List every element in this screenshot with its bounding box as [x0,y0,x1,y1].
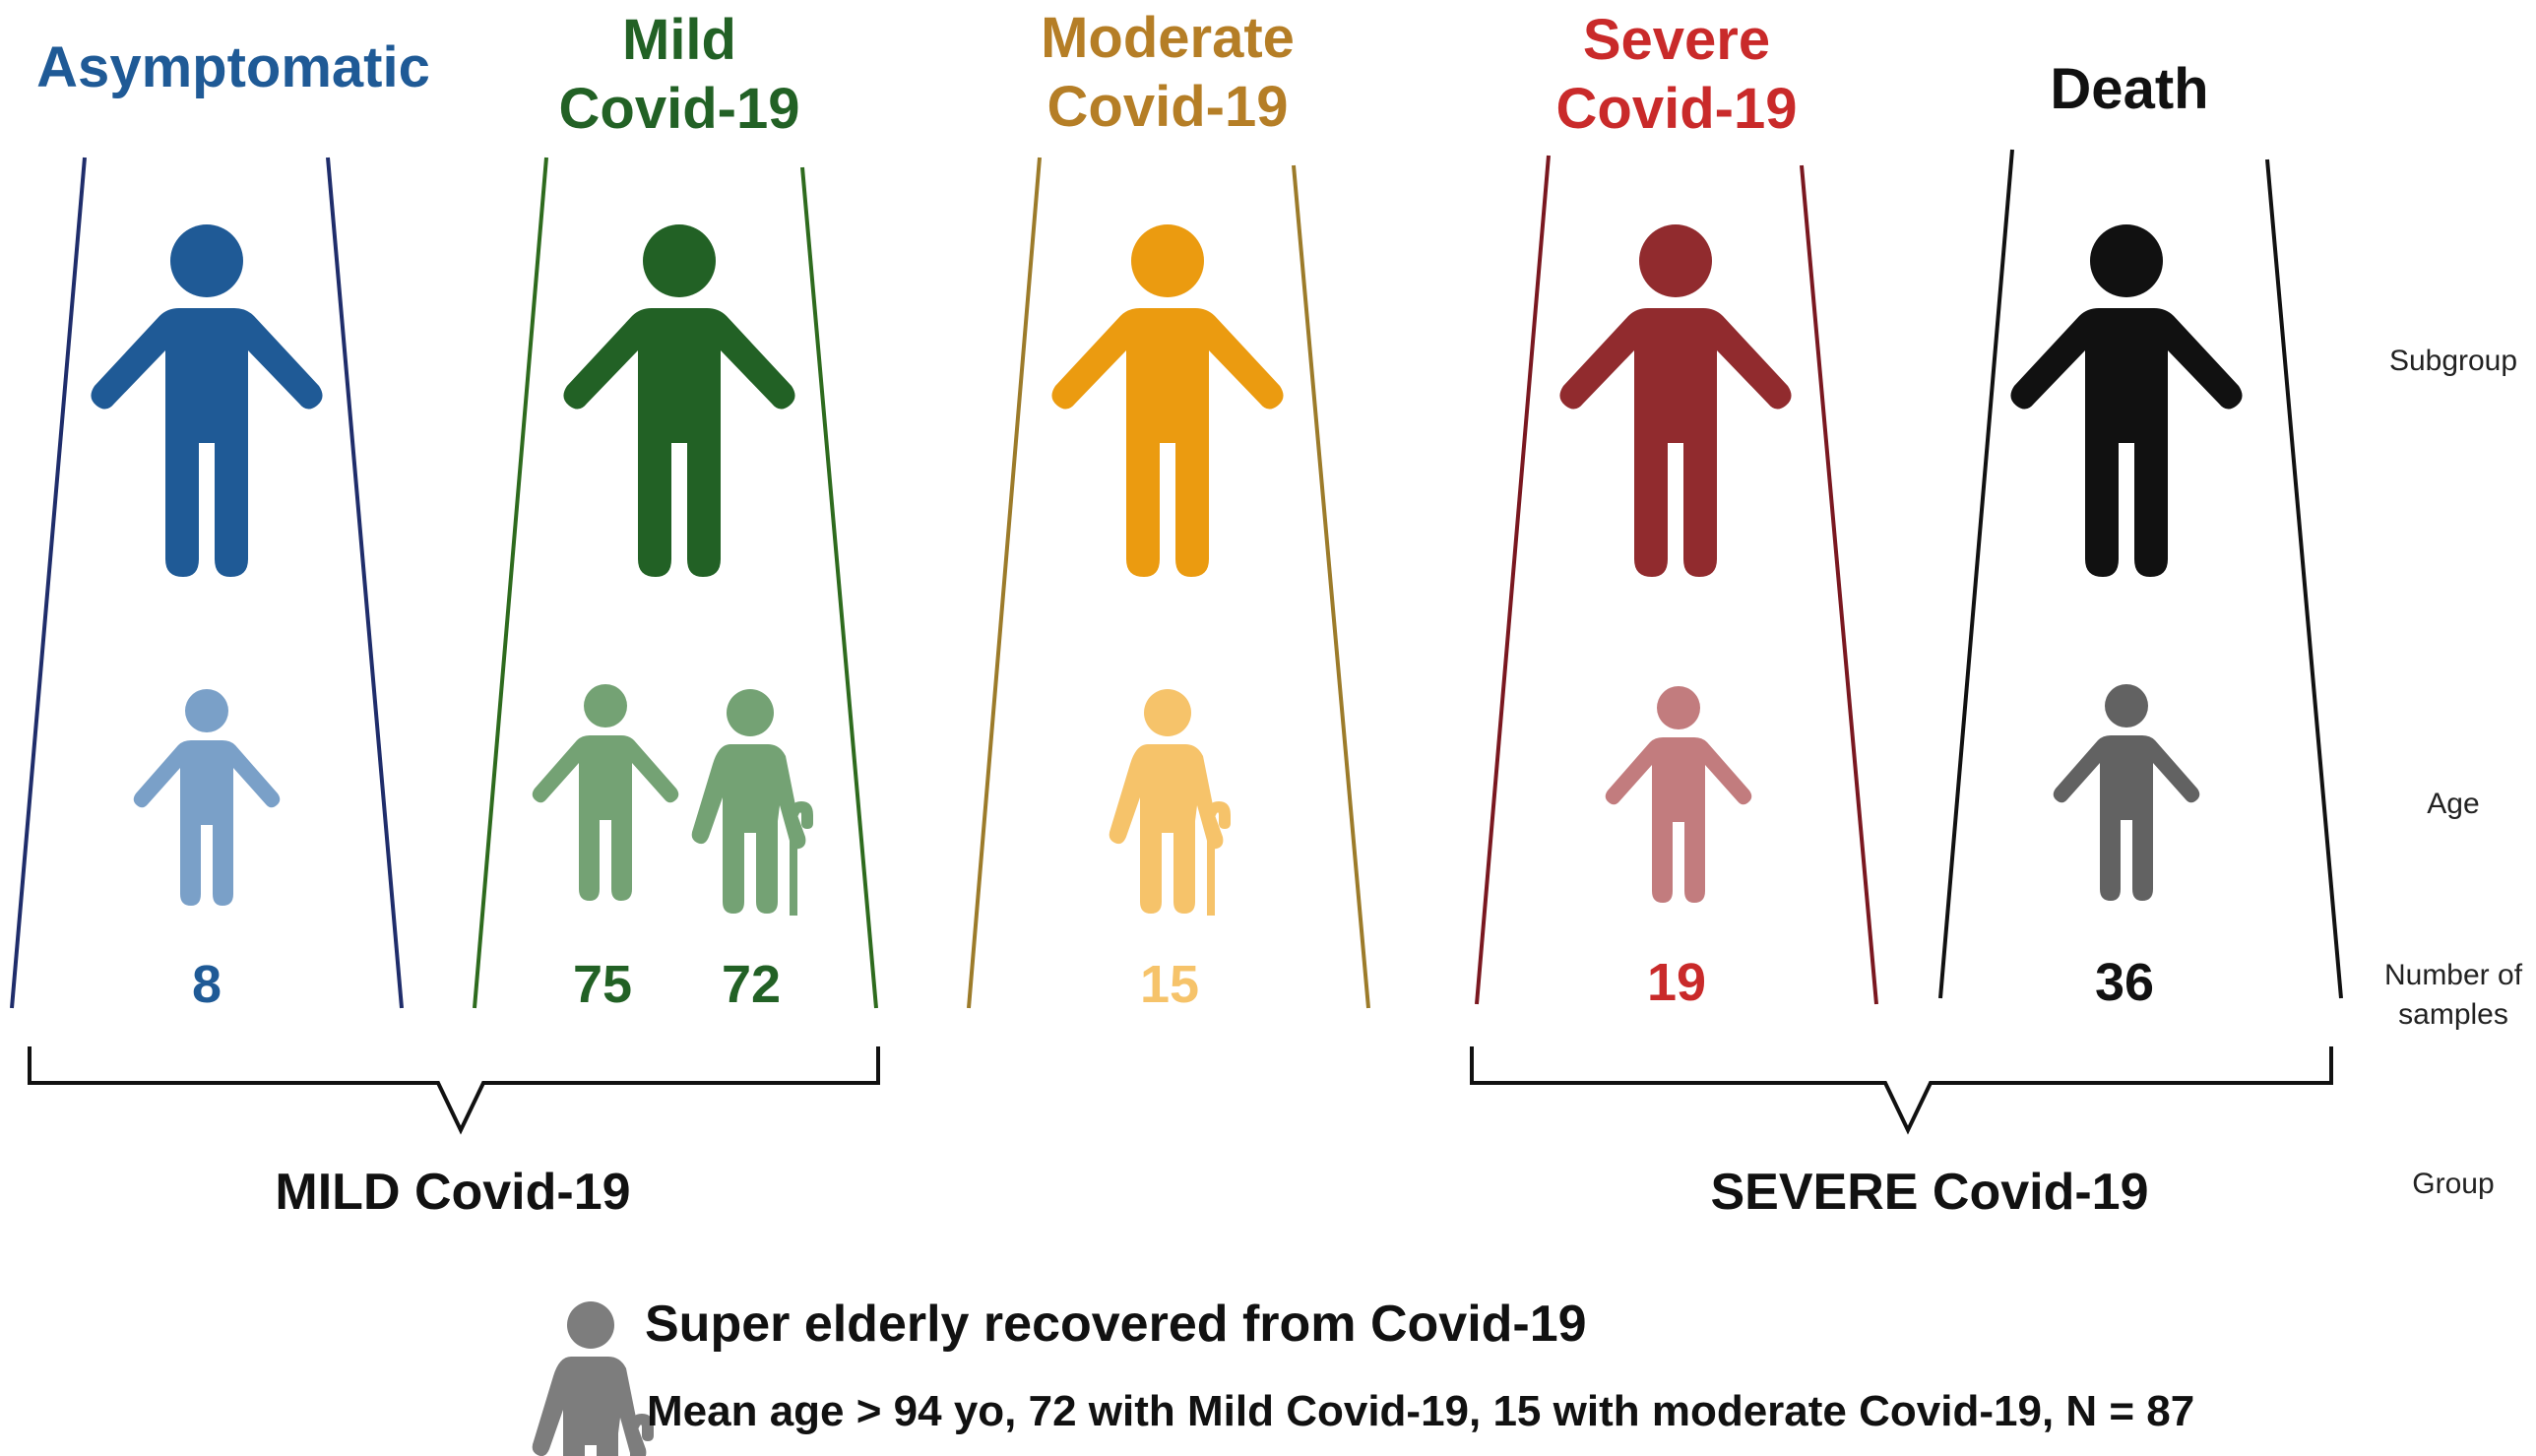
row-label-group: Group [2412,1168,2494,1200]
sample-count: 36 [2095,953,2154,1012]
child-icon [1605,686,1752,903]
frame-right-line [326,157,404,1009]
subgroup-title-mild-line1: Mild [622,8,736,72]
frame-left-line [967,157,1042,1009]
person-icon [1559,224,1792,577]
severe-group-bracket [1470,1046,2333,1135]
subgroup-title-moderate-line1: Moderate [1041,6,1295,70]
footnote-detail: Mean age > 94 yo, 72 with Mild Covid-19,… [647,1387,2194,1435]
frame-left-line [1938,149,2014,999]
child-icon [2053,684,2200,901]
row-label-samples-line1: Number of [2384,959,2523,991]
subgroup-title-severe-line2: Covid-19 [1556,77,1798,141]
frame-right-line [1292,164,1370,1009]
column-asymptomatic: Asymptomatic 8 [10,35,430,1014]
subgroup-title-asymptomatic: Asymptomatic [36,35,430,99]
sample-count: 15 [1140,955,1199,1014]
sample-count: 19 [1647,953,1706,1012]
frame-left-line [1475,155,1551,1005]
elderly-person-icon [532,1301,654,1456]
column-moderate: Moderate Covid-19 15 [967,6,1370,1014]
person-icon [1051,224,1284,577]
frame-right-line [800,166,878,1009]
row-label-samples-line2: samples [2398,998,2508,1031]
child-icon [133,689,281,906]
subgroup-title-severe-line1: Severe [1583,8,1770,72]
frame-right-line [1800,164,1878,1005]
child-icon [532,684,679,901]
group-label-mild: MILD Covid-19 [275,1164,630,1221]
sample-count: 72 [722,955,781,1014]
row-label-age: Age [2427,788,2479,820]
subgroup-title-moderate-line2: Covid-19 [1047,75,1289,139]
frame-left-line [10,157,87,1009]
column-mild: Mild Covid-19 75 72 [473,8,878,1014]
frame-left-line [473,157,548,1009]
elderly-person-icon [1109,689,1231,916]
column-severe: Severe Covid-19 19 [1475,8,1878,1012]
subgroup-title-death: Death [2050,57,2208,121]
subgroup-title-mild-line2: Covid-19 [559,77,800,141]
sample-count: 75 [573,955,632,1014]
frame-right-line [2265,158,2343,999]
mild-group-bracket [28,1046,880,1135]
footnote-title: Super elderly recovered from Covid-19 [645,1296,1587,1353]
elderly-person-icon [691,689,813,916]
person-icon [563,224,795,577]
person-icon [91,224,323,577]
group-label-severe: SEVERE Covid-19 [1710,1164,2148,1221]
sample-count: 8 [192,955,222,1014]
row-label-subgroup: Subgroup [2389,345,2517,377]
person-icon [2010,224,2243,577]
column-death: Death 36 [1938,57,2343,1012]
